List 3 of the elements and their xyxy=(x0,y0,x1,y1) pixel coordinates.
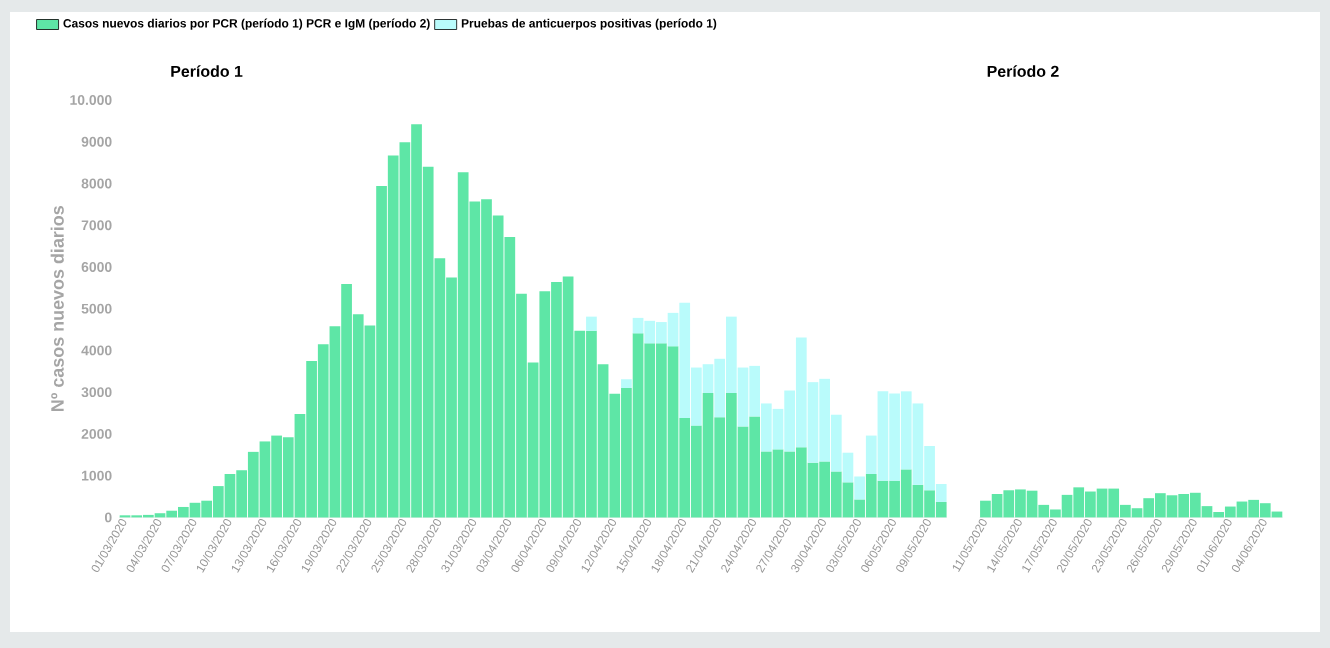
y-axis-title: Nº casos nuevos diarios xyxy=(50,206,64,411)
bar xyxy=(621,379,632,388)
bar xyxy=(586,316,597,331)
